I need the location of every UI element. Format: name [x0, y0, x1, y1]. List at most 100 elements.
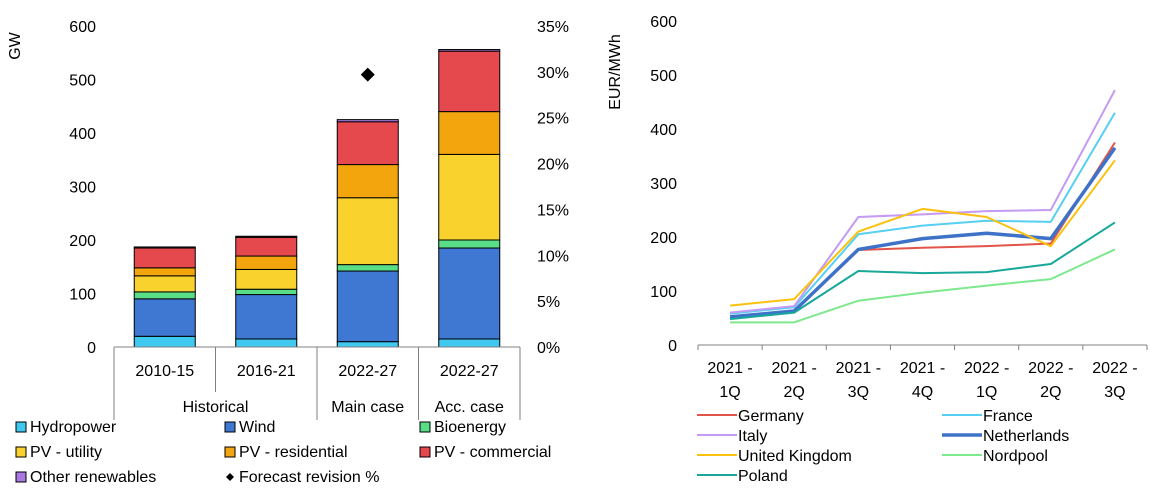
left-y-axis: 0 100 200 300 400 500 600 [69, 19, 96, 357]
bar-segment [438, 247, 501, 340]
left-legend-swatch [15, 446, 27, 458]
left-x-group-label: Main case [331, 399, 404, 416]
bar-segment [235, 236, 298, 257]
left-chart: 0 100 200 300 400 500 600 0% 5% 10% 15% 20% 25% 30% 3… [7, 19, 569, 486]
left-legend-label: Forecast revision % [239, 469, 380, 486]
bar-segment [438, 338, 501, 348]
forecast-revision-marker [360, 67, 375, 82]
bar-segment [235, 294, 298, 340]
bar-segment [235, 268, 298, 290]
left-x-tick-label: 2016-21 [237, 363, 296, 380]
right-x-tick-label-line2: 2Q [1040, 384, 1061, 401]
right-y-tick-label: 500 [650, 68, 677, 85]
left-legend-label: PV - commercial [434, 444, 551, 461]
left-y-unit-label: GW [7, 31, 24, 59]
left-y2-tick-label: 0% [537, 340, 560, 357]
right-x-axis: 2021 - 1Q 2021 - 2Q 2021 - 3Q 2021 - 4Q 2022 - 1Q… [697, 344, 1148, 401]
left-legend-swatch [419, 446, 431, 458]
bar-segment [133, 335, 196, 348]
left-x-tick-label: 2010-15 [135, 363, 194, 380]
right-y-tick-label: 300 [650, 176, 677, 193]
right-y-axis-label: EUR/MWh [607, 34, 624, 110]
bar-segment [235, 288, 298, 296]
left-legend-swatch [419, 421, 431, 433]
left-y2-tick-label: 30% [537, 65, 569, 82]
bar-segment [438, 239, 501, 249]
bar-segment [133, 291, 196, 300]
right-legend-label: Italy [738, 428, 767, 445]
line-series [729, 221, 1116, 321]
left-x-tick-label: 2022-27 [338, 363, 397, 380]
bar-segment [438, 153, 501, 241]
left-y2-tick-label: 25% [537, 111, 569, 128]
right-legend-label: United Kingdom [738, 448, 852, 465]
left-y-tick-label: 0 [87, 340, 96, 357]
left-y2-tick-label: 15% [537, 202, 569, 219]
bar-segment [336, 164, 399, 199]
bar-segment [235, 255, 298, 270]
left-y2-tick-label: 5% [537, 294, 560, 311]
line-series [729, 146, 1117, 319]
left-y2-tick-label: 10% [537, 248, 569, 265]
left-legend-swatch [224, 421, 236, 433]
left-legend-label: Other renewables [30, 469, 156, 486]
bar-segment [438, 49, 501, 52]
left-legend-swatch [15, 421, 27, 433]
left-y2-axis: 0% 5% 10% 15% 20% 25% 30% 35% [537, 19, 569, 357]
left-markers [360, 67, 375, 82]
right-y-tick-label: 600 [650, 14, 677, 31]
right-x-tick-label-line1: 2021 - [836, 360, 881, 377]
left-legend-label: Bioenergy [434, 419, 506, 436]
right-lines [729, 89, 1117, 324]
right-legend-label: Nordpool [983, 448, 1048, 465]
bar-segment [133, 275, 196, 293]
bar-segment [133, 247, 196, 269]
left-legend-label: PV - residential [239, 444, 348, 461]
left-y-tick-label: 600 [69, 19, 96, 36]
left-y-tick-label: 400 [69, 126, 96, 143]
right-x-tick-label-line2: 3Q [1104, 384, 1125, 401]
bar-segment [235, 338, 298, 348]
right-x-tick-label-line1: 2021 - [772, 360, 817, 377]
right-legend-label: France [983, 408, 1033, 425]
right-x-tick-label-line2: 1Q [976, 384, 997, 401]
left-x-group-label: Historical [183, 399, 249, 416]
left-x-tick-label: 2022-27 [440, 363, 499, 380]
right-legend: Germany France Italy Netherlands United King… [697, 408, 1069, 485]
bar-segment [336, 264, 399, 272]
right-x-tick-label-line2: 2Q [784, 384, 805, 401]
bar-segment [133, 246, 196, 249]
right-x-tick-label-line1: 2022 - [1092, 360, 1137, 377]
left-y2-tick-label: 20% [537, 157, 569, 174]
right-y-tick-label: 200 [650, 230, 677, 247]
right-x-tick-label-line2: 4Q [912, 384, 933, 401]
right-y-tick-label: 100 [650, 284, 677, 301]
left-y-tick-label: 200 [69, 233, 96, 250]
left-legend-label: Wind [239, 419, 275, 436]
left-y-tick-label: 100 [69, 287, 96, 304]
left-x-axis: 2010-15 2016-21 2022-27 2022-27 Historical Ma… [113, 346, 521, 420]
bar-segment [336, 270, 399, 343]
line-series [729, 159, 1116, 307]
right-legend-label: Germany [738, 408, 804, 425]
bar-segment [133, 267, 196, 277]
right-x-tick-label-line2: 3Q [848, 384, 869, 401]
left-legend-label: Hydropower [30, 419, 117, 436]
left-legend-swatch [15, 471, 27, 483]
bar-segment [336, 121, 399, 166]
bar-segment [336, 119, 399, 123]
right-y-tick-label: 400 [650, 122, 677, 139]
bar-segment [336, 341, 399, 348]
right-x-tick-label-line1: 2022 - [1028, 360, 1073, 377]
left-bars [133, 49, 501, 348]
left-legend-swatch [224, 446, 236, 458]
right-x-tick-label-line1: 2021 - [707, 360, 752, 377]
left-legend-marker-icon [226, 473, 234, 481]
right-legend-label: Poland [738, 468, 788, 485]
left-x-group-label: Acc. case [435, 399, 504, 416]
left-legend: Hydropower Wind Bioenergy PV - utility PV - … [15, 419, 551, 486]
left-y-tick-label: 500 [69, 73, 96, 90]
right-x-tick-label-line1: 2022 - [964, 360, 1009, 377]
